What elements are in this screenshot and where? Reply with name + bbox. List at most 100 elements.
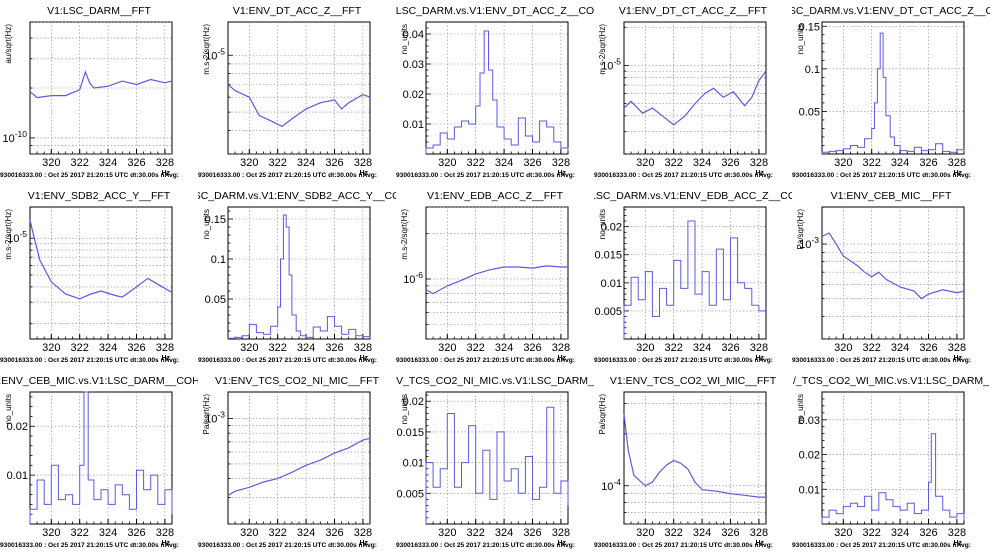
x-tick-label: 326 [127,342,145,354]
y-tick-label: 0.05 [205,294,226,306]
plot-title: V_TCS_CO2_NI_MIC.vs.V1:LSC_DARM_ [396,375,594,387]
plot-11: :ENV_CEB_MIC.vs.V1:LSC_DARM__COH 320 322 32… [0,375,198,549]
x-tick-label: 324 [297,527,315,539]
y-tick-exponent: -5 [613,56,621,66]
y-tick-label: 0.1 [805,64,820,76]
series-line [821,232,965,300]
y-axis-label: no_units [4,394,13,424]
plot-3: LSC_DARM.vs.V1:ENV_DT_ACC_Z__CO 320 322 324… [396,5,594,179]
y-tick-exponent: -10 [15,129,28,139]
y-tick-label: 0.01 [7,470,28,482]
plot-title: LSC_DARM.vs.V1:ENV_EDB_ACC_Z__CO [594,190,792,202]
y-axis-label: m.s-2/sqrt(Hz) [598,24,607,75]
y-tick-label: 10-5 [205,46,225,62]
y-tick-label: 0.02 [799,450,820,462]
plot-title: LSC_DARM.vs.V1:ENV_DT_ACC_Z__CO [396,5,594,17]
x-tick-label: 320 [438,527,456,539]
y-tick-label: 0.01 [601,278,622,290]
x-tick-label: 326 [721,157,739,169]
y-axis-label: au/sqrt(Hz) [4,24,13,64]
y-axis-label: no_units [598,209,607,239]
x-tick-label: 326 [523,342,541,354]
plot-9: LSC_DARM.vs.V1:ENV_EDB_ACC_Z__CO 320 322 32… [594,190,792,364]
plot-footer: 930016333.00 : Oct 25 2017 21:20:15 UTC … [0,172,179,179]
x-axis-label: Hz [755,355,764,362]
x-tick-label: 326 [721,527,739,539]
y-tick-mantissa: 10 [2,133,14,145]
x-tick-label: 322 [71,342,89,354]
x-tick-label: 326 [721,342,739,354]
x-tick-label: 320 [42,527,60,539]
x-tick-label: 328 [750,527,768,539]
x-tick-label: 320 [42,157,60,169]
x-tick-label: 322 [467,342,485,354]
plot-12: V1:ENV_TCS_CO2_NI_MIC__FFT 320 322 324 326 32… [198,375,380,549]
plot-title: SC_DARM.vs.V1:ENV_SDB2_ACC_Y__CO [198,190,396,202]
x-tick-label: 326 [523,157,541,169]
y-tick-mantissa: 10 [601,481,613,493]
series-line [29,220,173,300]
y-tick-label: 10-6 [403,270,423,286]
x-tick-label: 326 [919,342,937,354]
y-tick-label: 0.015 [594,250,622,262]
plot-frame [821,21,965,155]
x-tick-label: 322 [863,342,881,354]
series-line [227,84,371,128]
x-tick-label: 326 [523,527,541,539]
y-axis-label: m.s-2/sqrt(Hz) [202,24,211,75]
y-tick-label: 0.005 [396,488,424,500]
plot-frame [623,391,767,525]
plot-footer: 930016333.00 : Oct 25 2017 21:20:15 UTC … [792,542,971,549]
x-tick-label: 328 [156,157,174,169]
y-tick-exponent: -3 [811,235,819,245]
x-tick-label: 326 [325,157,343,169]
x-axis-label: Hz [161,170,170,177]
x-tick-label: 322 [467,527,485,539]
series-line [29,70,173,99]
y-tick-label: 0.02 [601,222,622,234]
plot-frame [425,206,569,340]
x-axis-label: Hz [755,170,764,177]
x-tick-label: 324 [99,527,117,539]
y-tick-label: 10-3 [205,410,225,426]
x-tick-label: 324 [495,527,513,539]
y-tick-label: 0.02 [403,89,424,101]
y-tick-label: 0.02 [403,396,424,408]
y-tick-mantissa: 10 [7,233,19,245]
y-tick-exponent: -3 [217,410,225,420]
x-tick-label: 322 [665,157,683,169]
x-tick-label: 328 [354,527,372,539]
x-tick-label: 320 [834,157,852,169]
plot-footer: 930016333.00 : Oct 25 2017 21:20:15 UTC … [792,357,971,364]
x-tick-label: 320 [438,157,456,169]
y-tick-mantissa: 10 [799,239,811,251]
plot-14: V1:ENV_TCS_CO2_WI_MIC__FFT 320 322 324 326 32… [594,375,777,549]
x-tick-label: 324 [693,157,711,169]
plot-footer: 930016333.00 : Oct 25 2017 21:20:15 UTC … [198,172,377,179]
plot-frame [425,21,569,155]
plot-frame [29,206,173,340]
series-line [227,437,371,496]
x-tick-label: 322 [665,342,683,354]
plot-footer: 930016333.00 : Oct 25 2017 21:20:15 UTC … [792,172,971,179]
series-line [425,406,569,524]
x-tick-label: 322 [269,527,287,539]
series-line [227,214,371,339]
x-axis-label: Hz [755,540,764,547]
x-tick-label: 324 [99,342,117,354]
x-tick-label: 328 [552,157,570,169]
plot-7: SC_DARM.vs.V1:ENV_SDB2_ACC_Y__CO 320 322 32… [198,190,396,364]
x-tick-label: 328 [552,342,570,354]
y-tick-label: 0.01 [403,119,424,131]
plot-title: V1:ENV_SDB2_ACC_Y__FFT [28,190,171,202]
y-axis-label: Pa/sqrt(Hz) [598,394,607,435]
x-tick-label: 328 [948,157,966,169]
x-tick-label: 324 [495,342,513,354]
x-tick-label: 320 [240,342,258,354]
x-tick-label: 320 [636,157,654,169]
series-line [821,433,965,524]
x-tick-label: 324 [297,157,315,169]
x-tick-label: 320 [834,527,852,539]
x-tick-label: 322 [269,157,287,169]
y-tick-exponent: -5 [19,229,27,239]
